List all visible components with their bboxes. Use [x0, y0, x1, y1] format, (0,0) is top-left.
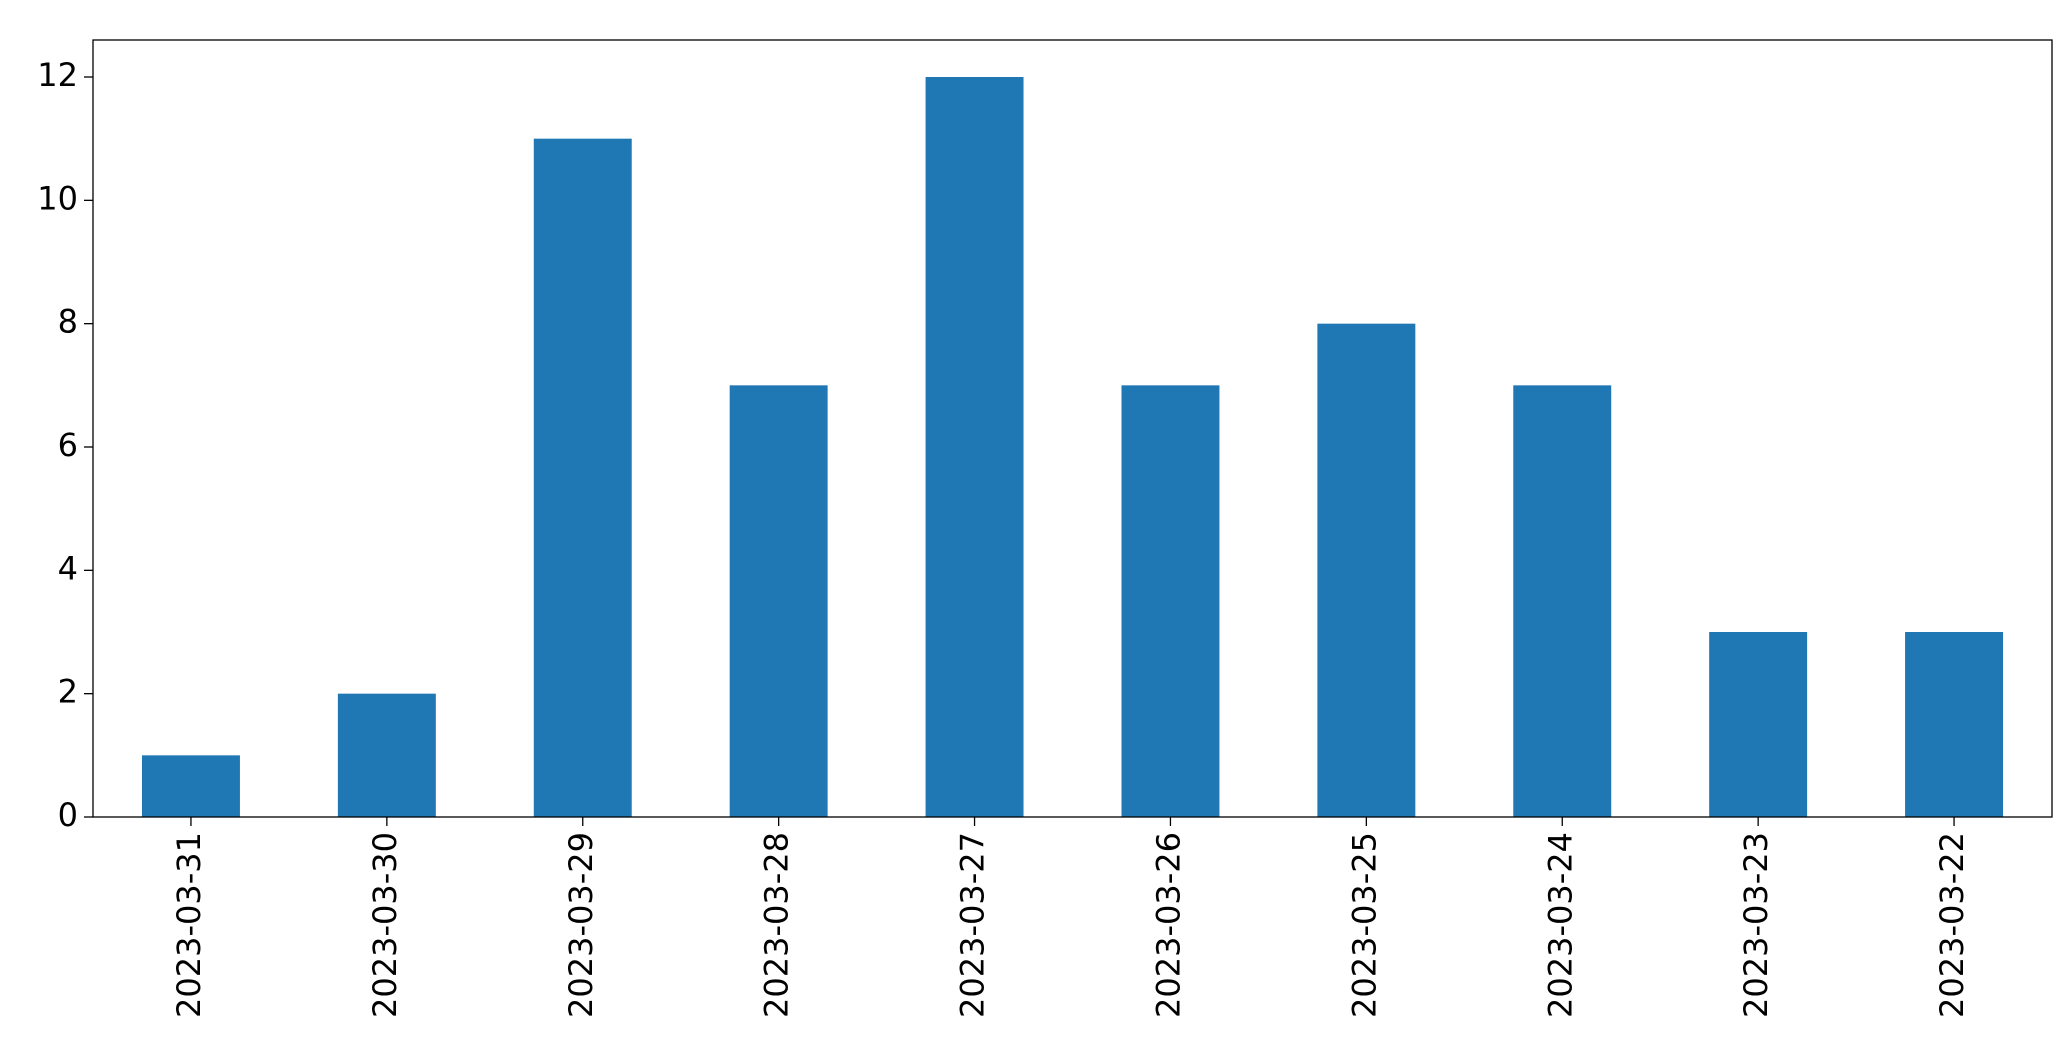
y-tick-label: 6	[58, 426, 78, 464]
y-tick-label: 0	[58, 796, 78, 834]
x-tick-label: 2023-03-31	[170, 832, 208, 1018]
bar	[925, 77, 1024, 817]
x-tick-label: 2023-03-26	[1149, 832, 1187, 1018]
x-tick-label: 2023-03-23	[1737, 832, 1775, 1018]
x-tick-label: 2023-03-27	[954, 832, 992, 1018]
bar	[729, 385, 828, 817]
y-tick-label: 10	[37, 179, 78, 217]
y-tick-label: 12	[37, 56, 78, 94]
y-tick-label: 4	[58, 549, 78, 587]
x-tick-label: 2023-03-22	[1933, 832, 1971, 1018]
y-tick-label: 8	[58, 303, 78, 341]
x-tick-label: 2023-03-25	[1345, 832, 1383, 1018]
bar	[1121, 385, 1220, 817]
bar	[1709, 632, 1808, 817]
bar	[141, 755, 240, 817]
x-tick-label: 2023-03-28	[758, 832, 796, 1018]
bar	[1513, 385, 1612, 817]
bar	[533, 138, 632, 817]
bar	[1317, 323, 1416, 817]
plot-frame	[92, 39, 2053, 818]
x-tick-label: 2023-03-30	[366, 832, 404, 1018]
y-tick-label: 2	[58, 673, 78, 711]
x-tick-label: 2023-03-24	[1541, 832, 1579, 1018]
bar	[1905, 632, 2004, 817]
x-tick-label: 2023-03-29	[562, 832, 600, 1018]
bar	[337, 693, 436, 817]
